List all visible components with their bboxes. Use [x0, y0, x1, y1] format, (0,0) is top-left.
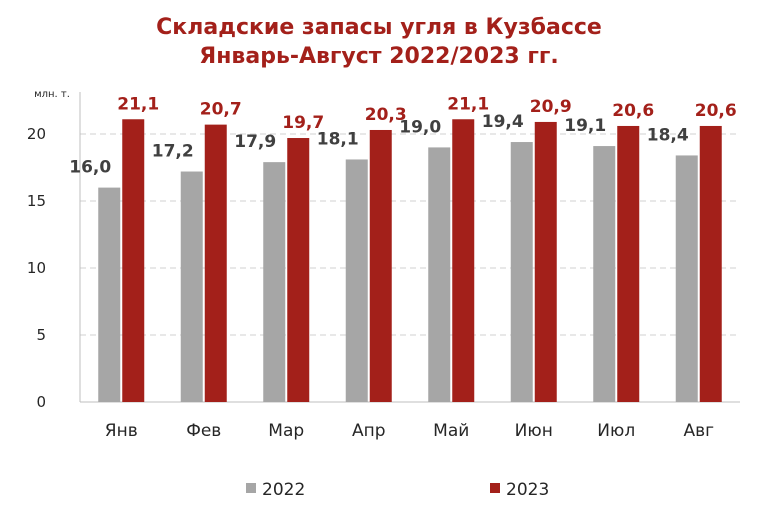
unit-label: млн. т. [34, 89, 70, 100]
legend-label-2022: 2022 [262, 480, 305, 500]
y-tick-label: 5 [36, 326, 46, 344]
bar-2023-Мар [287, 138, 310, 402]
y-tick-label: 10 [27, 259, 46, 277]
x-tick-label: Май [433, 421, 469, 441]
bar-2022-Мар [263, 162, 286, 402]
data-label-2022: 19,1 [564, 116, 606, 136]
data-label-2023: 20,6 [695, 101, 737, 121]
x-tick-label: Мар [268, 421, 304, 441]
chart-title-line1: Складские запасы угля в Кузбассе [156, 15, 602, 40]
bar-2022-Фев [180, 171, 203, 402]
bar-2023-Авг [699, 125, 722, 403]
bar-2023-Фев [204, 124, 227, 403]
bar-2023-Янв [122, 119, 145, 402]
data-label-2022: 17,2 [152, 142, 194, 162]
bar-2022-Июн [510, 142, 533, 403]
data-label-2022: 18,4 [647, 125, 689, 145]
data-label-2023: 20,7 [200, 100, 242, 120]
legend-label-2023: 2023 [506, 480, 549, 500]
x-tick-label: Янв [105, 421, 138, 441]
data-label-2022: 17,9 [234, 132, 276, 152]
x-tick-label: Фев [186, 421, 221, 441]
bar-2022-Апр [345, 159, 368, 402]
y-tick-label: 20 [27, 125, 46, 143]
bar-2022-Авг [675, 155, 698, 402]
data-label-2022: 19,0 [399, 117, 441, 137]
data-label-2022: 18,1 [317, 129, 359, 149]
y-tick-label: 0 [36, 393, 46, 411]
x-tick-label: Авг [683, 421, 714, 441]
legend-swatch-2023 [490, 483, 500, 493]
legend-swatch-2022 [246, 483, 256, 493]
data-label-2023: 20,3 [365, 105, 407, 125]
data-label-2023: 20,6 [612, 101, 654, 121]
chart-title-line2: Январь-Август 2022/2023 гг. [199, 44, 559, 69]
bar-2023-Июл [617, 125, 640, 403]
bar-2022-Май [428, 147, 451, 402]
data-label-2023: 19,7 [282, 113, 324, 133]
x-tick-label: Июл [597, 421, 635, 441]
x-tick-label: Апр [352, 421, 386, 441]
data-label-2022: 16,0 [69, 158, 111, 178]
bar-2023-Май [452, 119, 475, 402]
data-label-2023: 21,1 [447, 94, 489, 114]
bar-2023-Июн [534, 121, 557, 402]
bar-2023-Апр [369, 129, 392, 403]
data-label-2023: 21,1 [117, 94, 159, 114]
bar-2022-Янв [98, 187, 121, 402]
data-label-2023: 20,9 [530, 97, 572, 117]
x-tick-label: Июн [515, 421, 553, 441]
y-tick-label: 15 [27, 192, 46, 210]
data-label-2022: 19,4 [482, 112, 524, 132]
bar-2022-Июл [593, 146, 616, 402]
